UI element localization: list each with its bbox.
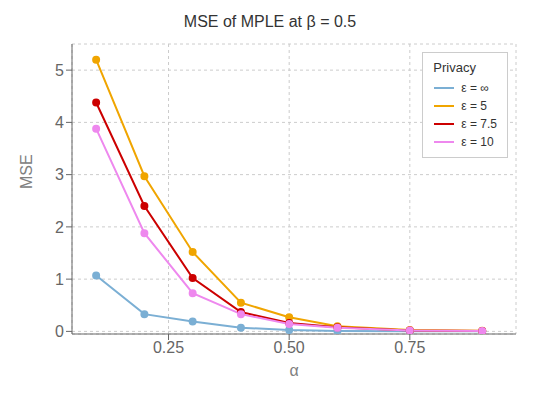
- svg-text:2: 2: [55, 219, 64, 236]
- svg-text:0.25: 0.25: [153, 339, 184, 356]
- html-text:Privacy: Privacy: [433, 60, 476, 75]
- html-text:ε = 10: ε = 10: [461, 135, 494, 149]
- svg-text:5: 5: [55, 62, 64, 79]
- svg-text:0: 0: [55, 323, 64, 340]
- svg-text:α: α: [289, 362, 298, 379]
- html-text:ε = 7.5: ε = 7.5: [461, 117, 497, 131]
- html-text:ε = 5: ε = 5: [461, 99, 487, 113]
- svg-text:MSE: MSE: [18, 154, 35, 189]
- svg-text:4: 4: [55, 114, 64, 131]
- html-text:ε = ∞: ε = ∞: [461, 81, 489, 95]
- html-text:MSE of MPLE at β = 0.5: MSE of MPLE at β = 0.5: [183, 13, 357, 30]
- svg-text:0.75: 0.75: [394, 339, 425, 356]
- svg-text:0.50: 0.50: [274, 339, 305, 356]
- svg-text:1: 1: [55, 271, 64, 288]
- svg-text:3: 3: [55, 166, 64, 183]
